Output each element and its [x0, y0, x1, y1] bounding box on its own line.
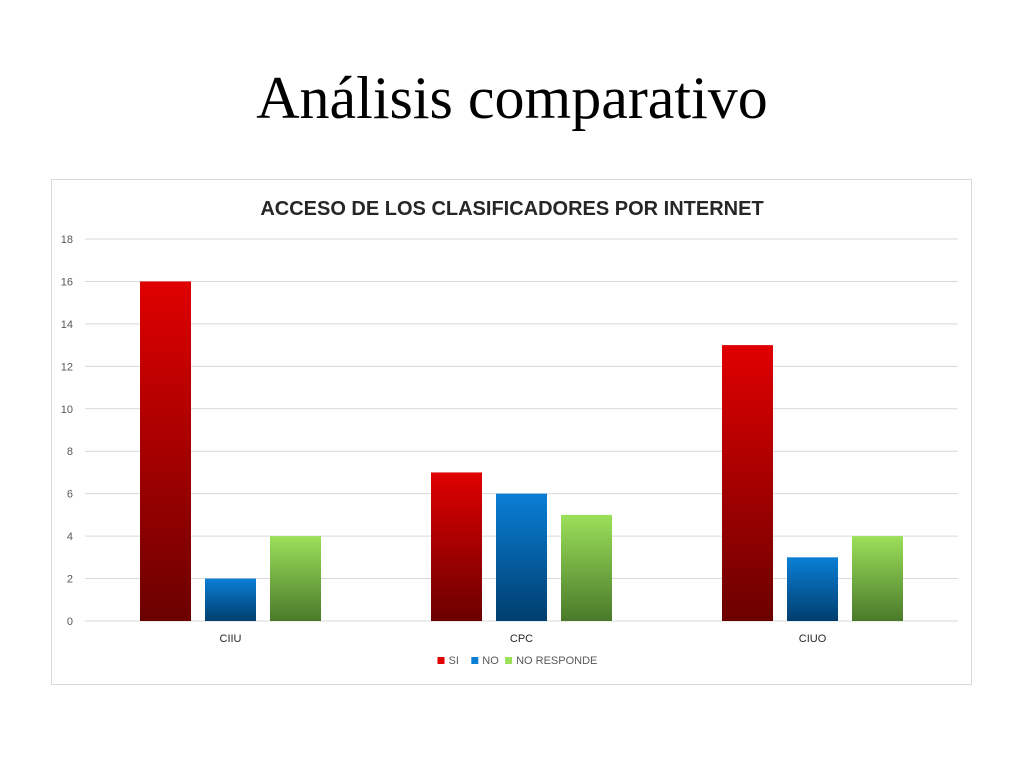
- legend-swatch: [471, 657, 479, 664]
- bar-si-ciuo: [722, 345, 773, 621]
- bar-no-responde-ciiu: [270, 536, 321, 621]
- y-tick-label: 0: [67, 616, 73, 628]
- y-tick-label: 2: [67, 574, 73, 586]
- y-tick-label: 10: [61, 404, 73, 416]
- y-tick-label: 16: [61, 276, 73, 288]
- bar-no-responde-cpc: [561, 514, 612, 621]
- x-category-label: CIIU: [220, 633, 242, 645]
- y-tick-label: 4: [67, 531, 73, 543]
- bars: [140, 281, 903, 621]
- legend-swatch: [437, 657, 445, 664]
- x-category-label: CPC: [510, 633, 533, 645]
- x-category-label: CIUO: [799, 633, 827, 645]
- bar-no-responde-ciuo: [852, 536, 903, 621]
- bar-no-cpc: [496, 493, 547, 621]
- chart-title: ACCESO DE LOS CLASIFICADORES POR INTERNE…: [260, 198, 763, 220]
- legend-label: NO RESPONDE: [516, 655, 597, 667]
- bar-no-ciiu: [205, 578, 256, 621]
- x-axis-categories: CIIU CPC CIUO: [220, 633, 827, 645]
- legend-label: SI: [449, 655, 459, 667]
- y-tick-label: 14: [61, 319, 73, 331]
- y-tick-label: 6: [67, 489, 73, 501]
- bar-si-ciiu: [140, 281, 191, 621]
- legend-swatch: [505, 657, 513, 664]
- y-tick-label: 8: [67, 446, 73, 458]
- y-axis-ticks: 0 2 4 6 8 10 12 14 16 18: [61, 234, 73, 628]
- legend: SI NO NO RESPONDE: [437, 655, 597, 667]
- chart-frame: ACCESO DE LOS CLASIFICADORES POR INTERNE…: [51, 179, 972, 685]
- y-tick-label: 18: [61, 234, 73, 246]
- bar-no-ciuo: [787, 557, 838, 621]
- slide-title: Análisis comparativo: [256, 65, 768, 131]
- y-tick-label: 12: [61, 361, 73, 373]
- bar-chart: ACCESO DE LOS CLASIFICADORES POR INTERNE…: [61, 198, 958, 667]
- bar-si-cpc: [431, 472, 482, 621]
- legend-label: NO: [482, 655, 499, 667]
